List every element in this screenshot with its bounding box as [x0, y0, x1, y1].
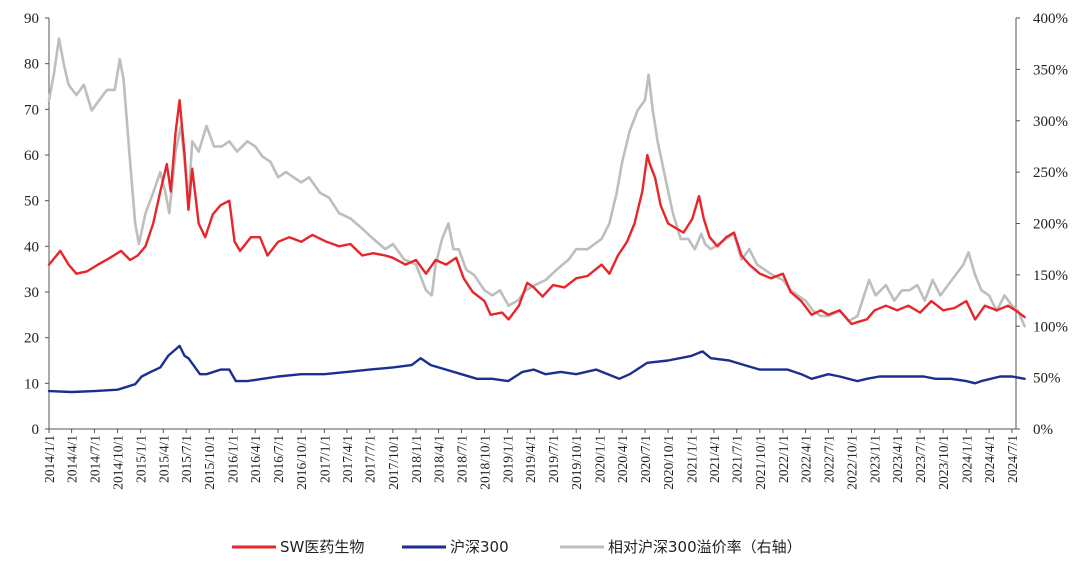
x-tick-label: 2018/7/1	[454, 435, 469, 483]
x-tick-label: 2022/7/1	[821, 435, 836, 483]
x-tick-label: 2016/4/1	[248, 435, 263, 483]
x-tick-label: 2023/10/1	[936, 435, 951, 490]
x-tick-label: 2014/4/1	[65, 435, 80, 483]
x-tick-label: 2019/4/1	[523, 435, 538, 483]
x-tick-label: 2015/7/1	[179, 435, 194, 483]
y-left-tick-label: 70	[24, 102, 39, 118]
x-tick-label: 2022/1/1	[776, 435, 791, 483]
legend-label: SW医药生物	[280, 538, 364, 556]
x-tick-label: 2019/7/1	[546, 435, 561, 483]
x-tick-label: 2020/4/1	[615, 435, 630, 483]
y-right-tick-label: 0%	[1033, 422, 1053, 438]
x-tick-label: 2017/7/1	[363, 435, 378, 483]
legend: SW医药生物 沪深300 相对沪深300溢价率（右轴）	[232, 538, 802, 556]
y-right-tick-label: 350%	[1033, 62, 1068, 78]
y-right-tick-label: 250%	[1033, 165, 1068, 181]
y-left-tick-label: 10	[24, 376, 39, 392]
y-right-tick-label: 300%	[1033, 114, 1068, 130]
x-tick-label: 2020/10/1	[661, 435, 676, 490]
x-tick-label: 2014/10/1	[111, 435, 126, 490]
legend-label: 相对沪深300溢价率（右轴）	[608, 538, 802, 556]
x-tick-label: 2018/10/1	[478, 435, 493, 490]
y-left-tick-label: 0	[32, 422, 40, 438]
y-right-tick-label: 400%	[1033, 11, 1068, 27]
y-right-tick-label: 200%	[1033, 217, 1068, 233]
x-tick-label: 2022/4/1	[799, 435, 814, 483]
y-right-tick-label: 150%	[1033, 268, 1068, 284]
y-left-tick-label: 30	[24, 285, 39, 301]
series-layer	[47, 37, 1026, 394]
series-line-1	[47, 344, 1026, 394]
x-tick-label: 2015/10/1	[202, 435, 217, 490]
y-left-tick-label: 90	[24, 11, 39, 27]
x-tick-label: 2016/7/1	[271, 435, 286, 483]
x-tick-label: 2018/1/1	[409, 435, 424, 483]
x-tick-label: 2023/7/1	[913, 435, 928, 483]
x-tick-label: 2024/1/1	[959, 435, 974, 483]
series-line-0	[47, 99, 1026, 326]
x-tick-label: 2021/1/1	[684, 435, 699, 483]
x-tick-label: 2021/4/1	[707, 435, 722, 483]
x-tick-label: 2017/1/1	[317, 435, 332, 483]
x-tick-label: 2019/1/1	[501, 435, 516, 483]
x-tick-label: 2019/10/1	[569, 435, 584, 490]
x-tick-label: 2022/10/1	[845, 435, 860, 490]
x-tick-label: 2021/7/1	[730, 435, 745, 483]
series-line-2	[47, 37, 1026, 328]
y-left-tick-label: 80	[24, 57, 39, 73]
y-left-tick-label: 50	[24, 194, 39, 210]
x-tick-label: 2017/10/1	[386, 435, 401, 490]
y-left-tick-label: 20	[24, 331, 39, 347]
y-left-tick-label: 40	[24, 239, 39, 255]
x-tick-label: 2024/7/1	[1005, 435, 1020, 483]
x-tick-label: 2014/1/1	[42, 435, 57, 483]
x-tick-label: 2018/4/1	[432, 435, 447, 483]
x-tick-label: 2016/1/1	[225, 435, 240, 483]
x-tick-label: 2024/4/1	[982, 435, 997, 483]
legend-label: 沪深300	[450, 538, 509, 556]
x-tick-label: 2016/10/1	[294, 435, 309, 490]
x-tick-label: 2014/7/1	[87, 435, 102, 483]
y-right-tick-label: 50%	[1033, 371, 1061, 387]
x-tick-label: 2020/1/1	[592, 435, 607, 483]
x-tick-label: 2015/4/1	[156, 435, 171, 483]
x-tick-label: 2015/1/1	[134, 435, 149, 483]
y-left-tick-label: 60	[24, 148, 39, 164]
x-tick-label: 2017/4/1	[340, 435, 355, 483]
x-tick-label: 2020/7/1	[638, 435, 653, 483]
x-tick-label: 2023/4/1	[890, 435, 905, 483]
x-tick-label: 2021/10/1	[753, 435, 768, 490]
x-tick-label: 2023/1/1	[868, 435, 883, 483]
axes: 0 10 20 30 40 50 60 70 80 90 0% 50% 100% 150% 200% 250%…	[24, 11, 1068, 490]
y-right-tick-label: 100%	[1033, 319, 1068, 335]
